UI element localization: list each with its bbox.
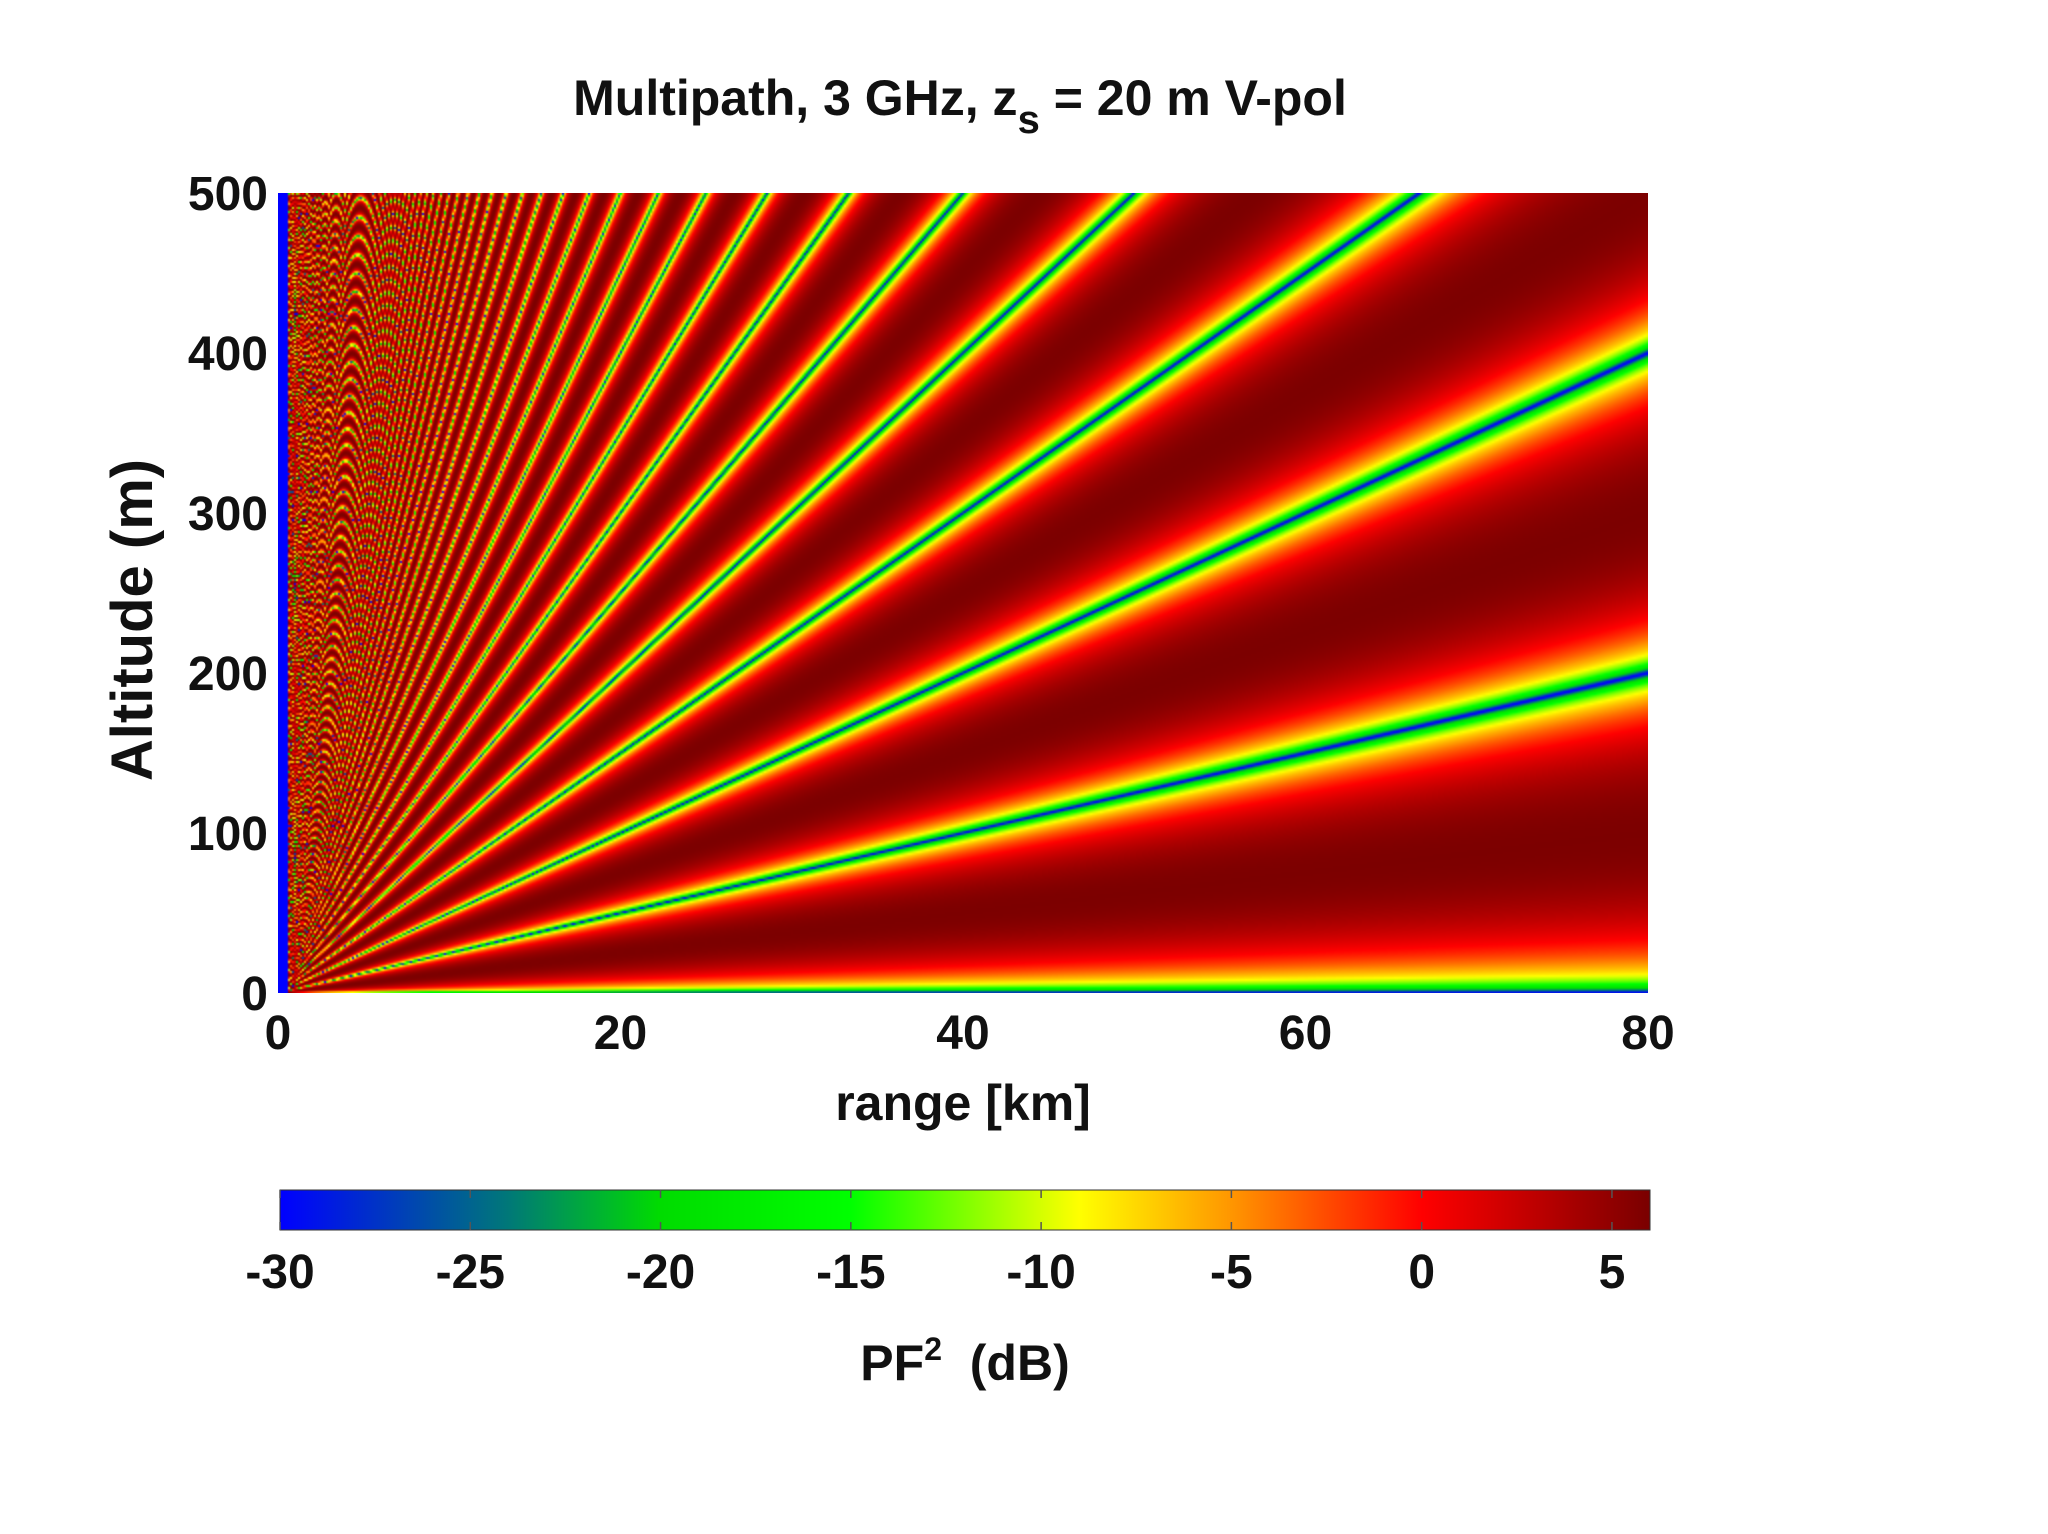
- colorbar-tick-label: -15: [816, 1246, 885, 1299]
- colorbar: -30 -25 -20 -15 -10 -5 0 5 PF2 (dB): [245, 1189, 1651, 1391]
- y-tick-label: 0: [241, 968, 268, 1021]
- x-tick-label: 60: [1279, 1007, 1332, 1060]
- y-axis-label: Altitude (m): [100, 459, 165, 781]
- plot-area: [278, 193, 1648, 993]
- y-tick-label: 500: [188, 168, 268, 221]
- y-tick-label: 200: [188, 648, 268, 701]
- colorbar-tick-label: 0: [1408, 1246, 1435, 1299]
- x-tick-label: 0: [265, 1007, 292, 1060]
- colorbar-tick-label: -20: [626, 1246, 695, 1299]
- y-axis-ticks: 0 100 200 300 400 500: [188, 168, 268, 1021]
- colorbar-tick-labels: -30 -25 -20 -15 -10 -5 0 5: [245, 1246, 1625, 1299]
- colorbar-tick-label: 5: [1599, 1246, 1626, 1299]
- colorbar-tick-marks: [279, 1190, 1613, 1230]
- x-tick-label: 80: [1621, 1007, 1674, 1060]
- heatmap-image: [278, 193, 1648, 993]
- y-tick-label: 400: [188, 328, 268, 381]
- colorbar-label-main: PF: [860, 1335, 924, 1391]
- colorbar-tick-label: -25: [436, 1246, 505, 1299]
- x-axis-label: range [km]: [835, 1075, 1091, 1131]
- chart-title-main: Multipath, 3 GHz, z: [573, 70, 1017, 126]
- colorbar-tick-label: -5: [1210, 1246, 1253, 1299]
- colorbar-tick-label: -10: [1006, 1246, 1075, 1299]
- chart-title-suffix: = 20 m V-pol: [1040, 70, 1347, 126]
- colorbar-gradient: [279, 1189, 1651, 1231]
- colorbar-label-sup: 2: [924, 1331, 942, 1367]
- colorbar-label-suffix: (dB): [942, 1335, 1070, 1391]
- colorbar-tick-label: -30: [245, 1246, 314, 1299]
- colorbar-label: PF2 (dB): [860, 1331, 1069, 1391]
- y-tick-label: 300: [188, 488, 268, 541]
- chart-title-subscript: s: [1018, 98, 1040, 142]
- y-tick-label: 100: [188, 808, 268, 861]
- x-tick-label: 40: [936, 1007, 989, 1060]
- chart-title: Multipath, 3 GHz, zs = 20 m V-pol: [573, 70, 1347, 142]
- x-tick-label: 20: [594, 1007, 647, 1060]
- x-axis-ticks: 0 20 40 60 80: [265, 1007, 1675, 1060]
